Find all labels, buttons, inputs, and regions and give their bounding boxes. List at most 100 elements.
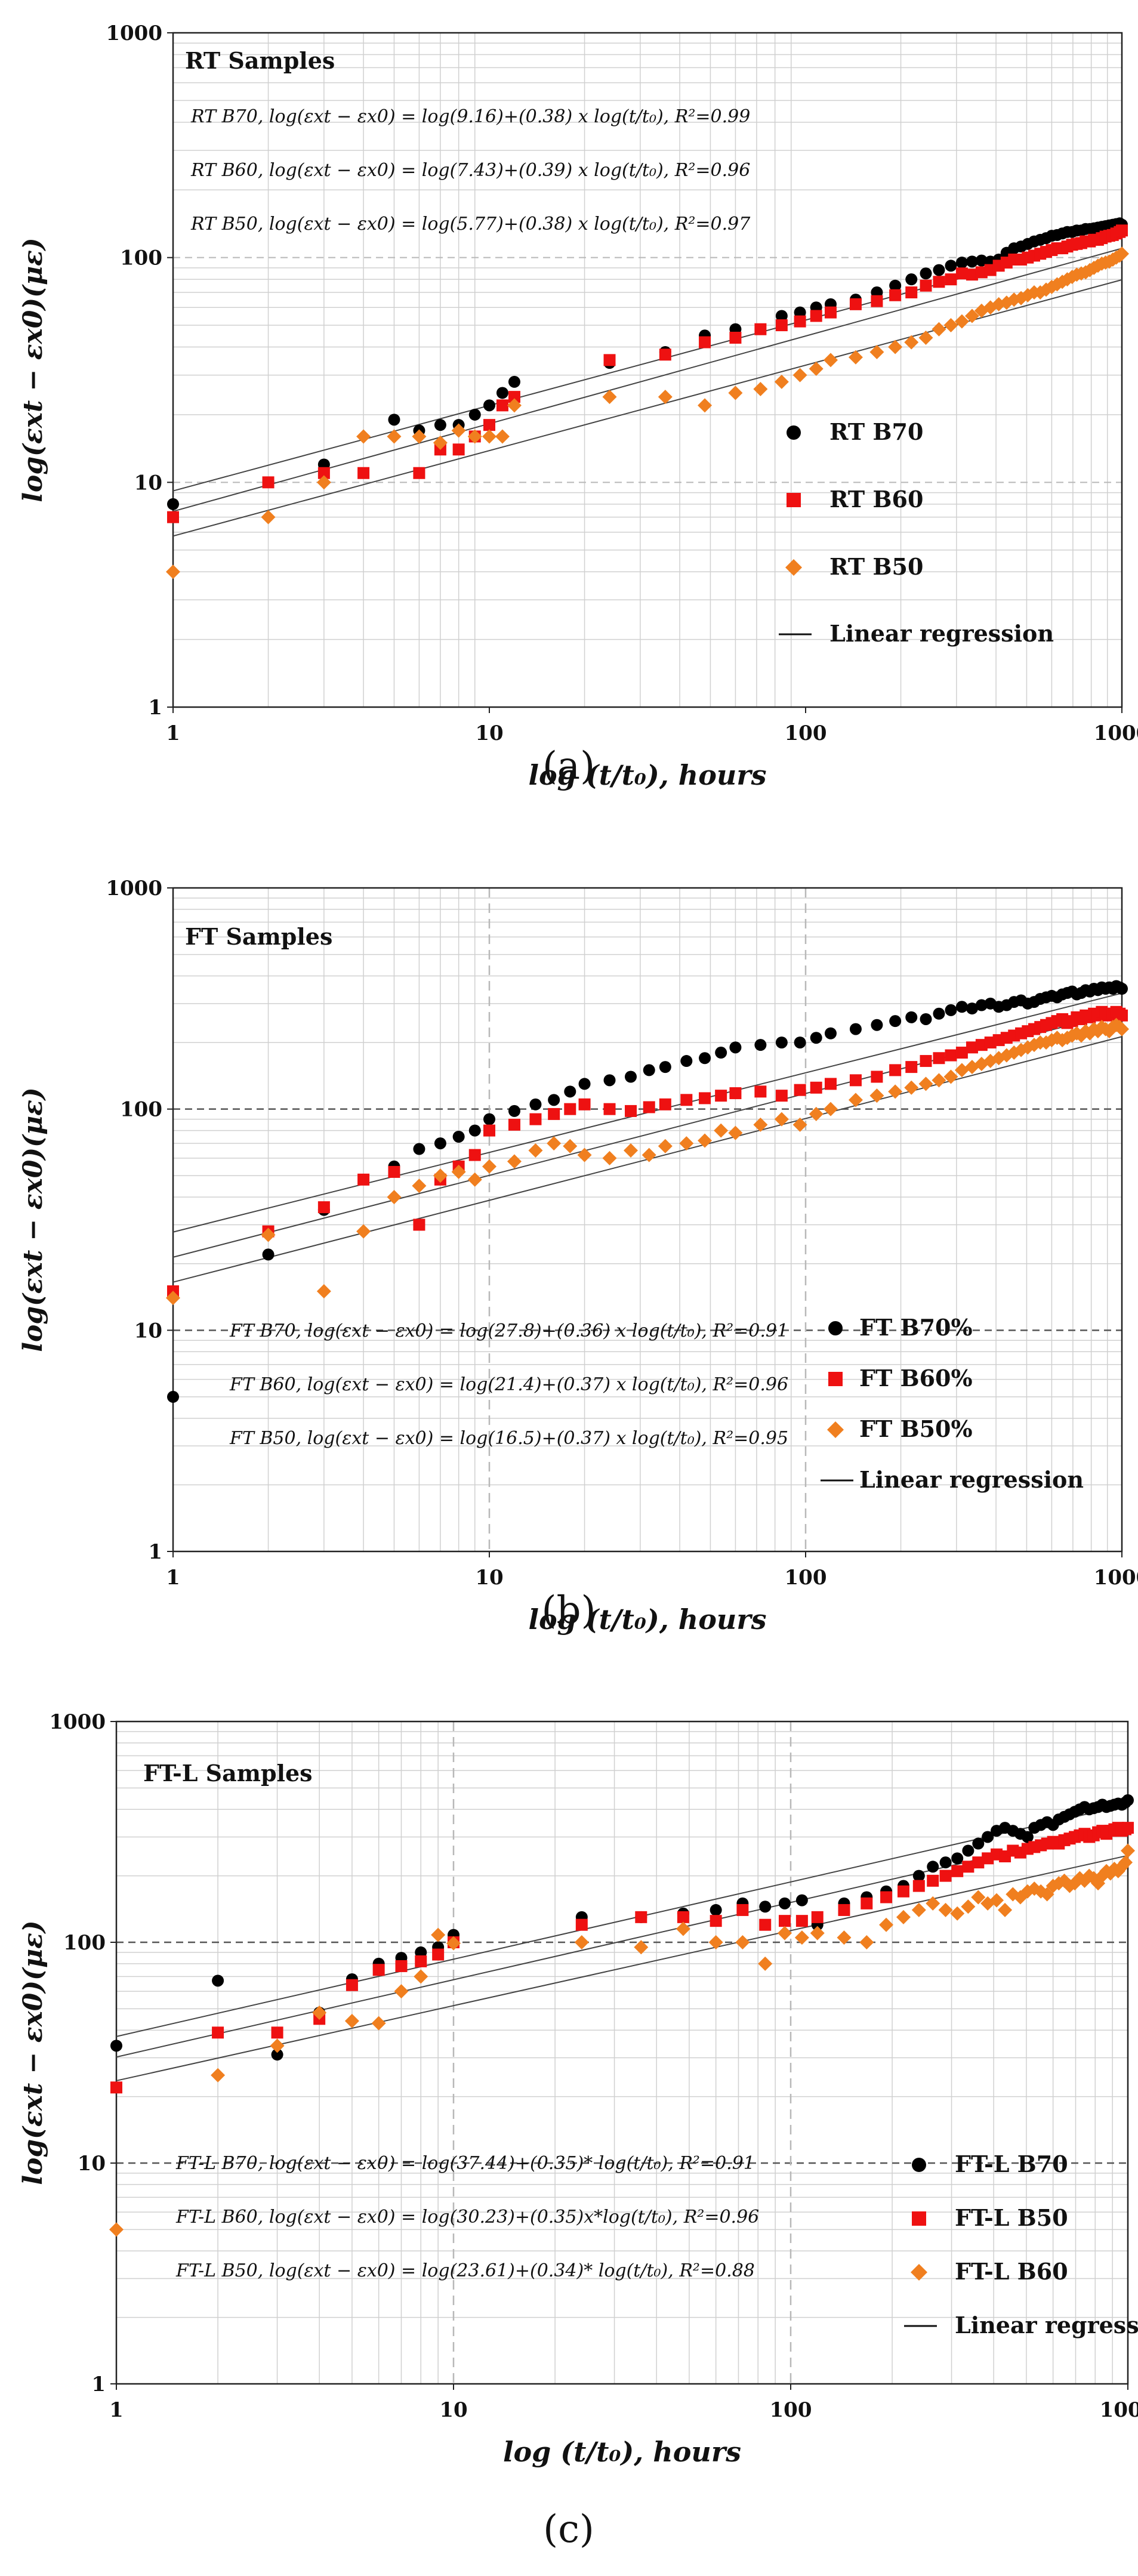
data-point-circle	[824, 1027, 837, 1039]
x-tick-label: 1000	[1100, 2398, 1138, 2422]
data-point-diamond	[998, 1902, 1013, 1917]
x-tick-label: 100	[770, 2398, 812, 2422]
data-point-diamond	[823, 353, 838, 368]
data-point-circle	[434, 1137, 446, 1150]
data-point-diamond	[837, 1930, 852, 1945]
data-point-circle	[680, 1055, 693, 1068]
data-point-circle	[699, 1052, 711, 1065]
data-point-circle	[939, 1856, 952, 1869]
x-axis-label: log (t/t₀), hours	[528, 759, 766, 791]
legend-label: FT-L B60	[955, 2258, 1068, 2285]
data-point-circle	[564, 1085, 576, 1098]
panel-caption: (c)	[543, 2507, 594, 2552]
data-point-diamond	[394, 1984, 409, 1999]
data-point-circle	[795, 1894, 808, 1906]
y-tick-label: 100	[120, 246, 162, 270]
data-point-circle	[1021, 1831, 1034, 1843]
chart-2: 11 10 10 100 100 1000 1000 FT Samples FT B70, lo…	[18, 877, 1138, 1636]
data-point-square	[927, 1874, 939, 1887]
data-point-diamond	[753, 1117, 768, 1132]
data-point-square	[699, 1092, 711, 1105]
regression-equation: RT B50, log(εxt − εx0) = log(5.77)+(0.38…	[190, 214, 751, 235]
gridlines	[173, 888, 1122, 1551]
data-point-square	[395, 1960, 408, 1972]
data-point-diamond	[879, 1917, 894, 1932]
data-point-diamond	[446, 1936, 461, 1951]
data-point-circle	[529, 1098, 542, 1110]
data-point-circle	[468, 408, 481, 421]
data-point-square	[871, 1070, 883, 1083]
data-point-diamond	[888, 340, 903, 354]
data-point-diamond	[950, 1906, 965, 1921]
data-point-diamond	[728, 1125, 743, 1140]
data-point-diamond	[312, 2005, 327, 2020]
data-point-diamond	[926, 1896, 940, 1911]
data-point-diamond	[451, 423, 466, 438]
data-point-square	[659, 1098, 671, 1110]
y-tick-label: 10	[78, 2152, 106, 2176]
data-point-circle	[603, 1074, 616, 1087]
data-point-square	[905, 1061, 918, 1073]
data-point-square	[824, 1078, 837, 1090]
data-point-circle	[483, 399, 495, 412]
data-point-square	[496, 399, 508, 412]
regression-equation: FT B60, log(εxt − εx0) = log(21.4)+(0.37…	[229, 1374, 788, 1395]
legend-marker-diamond	[827, 1421, 844, 1438]
data-point-circle	[715, 1047, 727, 1059]
data-point-square	[357, 467, 370, 479]
legend-label: Linear regression	[829, 620, 1054, 647]
data-point-diamond	[932, 322, 946, 337]
data-point-square	[346, 1979, 358, 1991]
data-point-diamond	[888, 1084, 903, 1099]
data-point-square	[905, 286, 918, 299]
data-point-square	[483, 1124, 495, 1137]
data-point-circle	[975, 999, 988, 1011]
data-point-diamond	[1118, 1855, 1133, 1870]
data-point-diamond	[451, 1164, 466, 1179]
data-point-square	[838, 1904, 850, 1916]
data-point-square	[508, 1118, 520, 1131]
legend-label: FT B60%	[859, 1365, 973, 1392]
data-point-circle	[452, 1130, 465, 1143]
gridlines	[116, 1722, 1128, 2384]
data-point-square	[778, 1915, 791, 1927]
x-tick-label: 1000	[1094, 721, 1138, 745]
legend-marker-diamond	[785, 559, 802, 576]
data-point-circle	[778, 1897, 791, 1909]
data-point-square	[933, 1052, 945, 1065]
data-point-diamond	[623, 1143, 638, 1158]
data-point-square	[939, 1869, 952, 1882]
data-point-square	[945, 1049, 957, 1062]
data-point-square	[432, 1948, 445, 1961]
legend-marker-square	[787, 493, 801, 507]
data-point-diamond	[777, 1926, 792, 1941]
data-point-circle	[413, 1143, 425, 1155]
data-point-square	[167, 511, 179, 523]
x-tick-label: 10	[475, 1566, 503, 1590]
x-tick-label: 10	[439, 2398, 467, 2422]
data-point-diamond	[964, 308, 979, 323]
y-tick-label: 100	[63, 1931, 106, 1955]
data-point-square	[413, 467, 425, 479]
y-axis-label: log(εxt − εx0)(με)	[18, 1920, 48, 2185]
x-tick-label: 1	[166, 1566, 180, 1590]
data-point-circle	[920, 1013, 932, 1025]
data-point-circle	[659, 1061, 671, 1073]
y-axis-label: log(εxt − εx0)(με)	[18, 1087, 48, 1352]
data-point-diamond	[433, 1168, 448, 1183]
data-point-diamond	[658, 390, 673, 405]
data-point-square	[483, 419, 495, 431]
data-point-square	[966, 1041, 978, 1054]
data-point-square	[468, 1149, 481, 1161]
y-tick-label: 1	[148, 696, 162, 720]
data-point-square	[372, 1964, 385, 1976]
data-point-diamond	[708, 1935, 723, 1949]
data-point-square	[811, 1911, 824, 1923]
data-point-diamond	[433, 436, 448, 451]
legend-label: RT B70	[829, 418, 923, 445]
data-point-square	[603, 1103, 616, 1115]
data-point-circle	[966, 1002, 978, 1015]
regression-line	[116, 1855, 1128, 2081]
data-point-circle	[972, 1837, 985, 1850]
data-point-diamond	[387, 429, 402, 444]
